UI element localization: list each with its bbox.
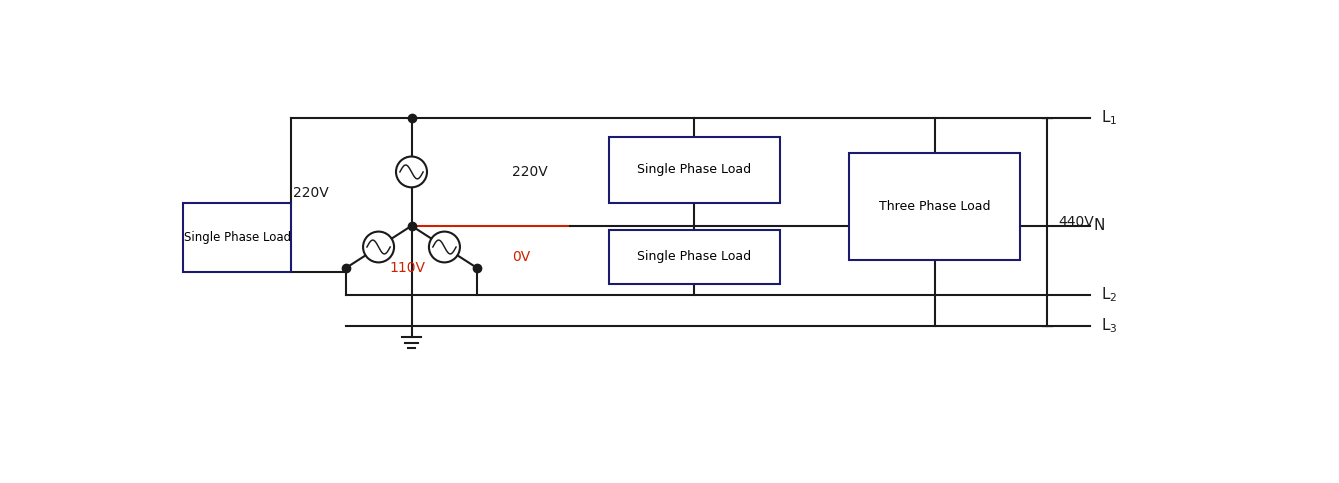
Text: 440V: 440V	[1059, 215, 1094, 229]
Text: L$_3$: L$_3$	[1101, 316, 1118, 335]
Text: 220V: 220V	[513, 165, 548, 179]
FancyBboxPatch shape	[849, 153, 1020, 260]
Text: L$_1$: L$_1$	[1101, 109, 1118, 128]
Text: Single Phase Load: Single Phase Load	[637, 250, 751, 263]
Text: Single Phase Load: Single Phase Load	[637, 163, 751, 176]
FancyBboxPatch shape	[609, 230, 779, 284]
Text: L$_2$: L$_2$	[1101, 286, 1118, 304]
Text: 110V: 110V	[390, 261, 426, 275]
Text: Three Phase Load: Three Phase Load	[878, 200, 991, 213]
FancyBboxPatch shape	[609, 137, 779, 203]
Text: N: N	[1094, 218, 1105, 233]
FancyBboxPatch shape	[183, 203, 292, 272]
Text: 220V: 220V	[293, 186, 328, 200]
Text: 0V: 0V	[513, 250, 530, 264]
Text: Single Phase Load: Single Phase Load	[183, 231, 291, 244]
